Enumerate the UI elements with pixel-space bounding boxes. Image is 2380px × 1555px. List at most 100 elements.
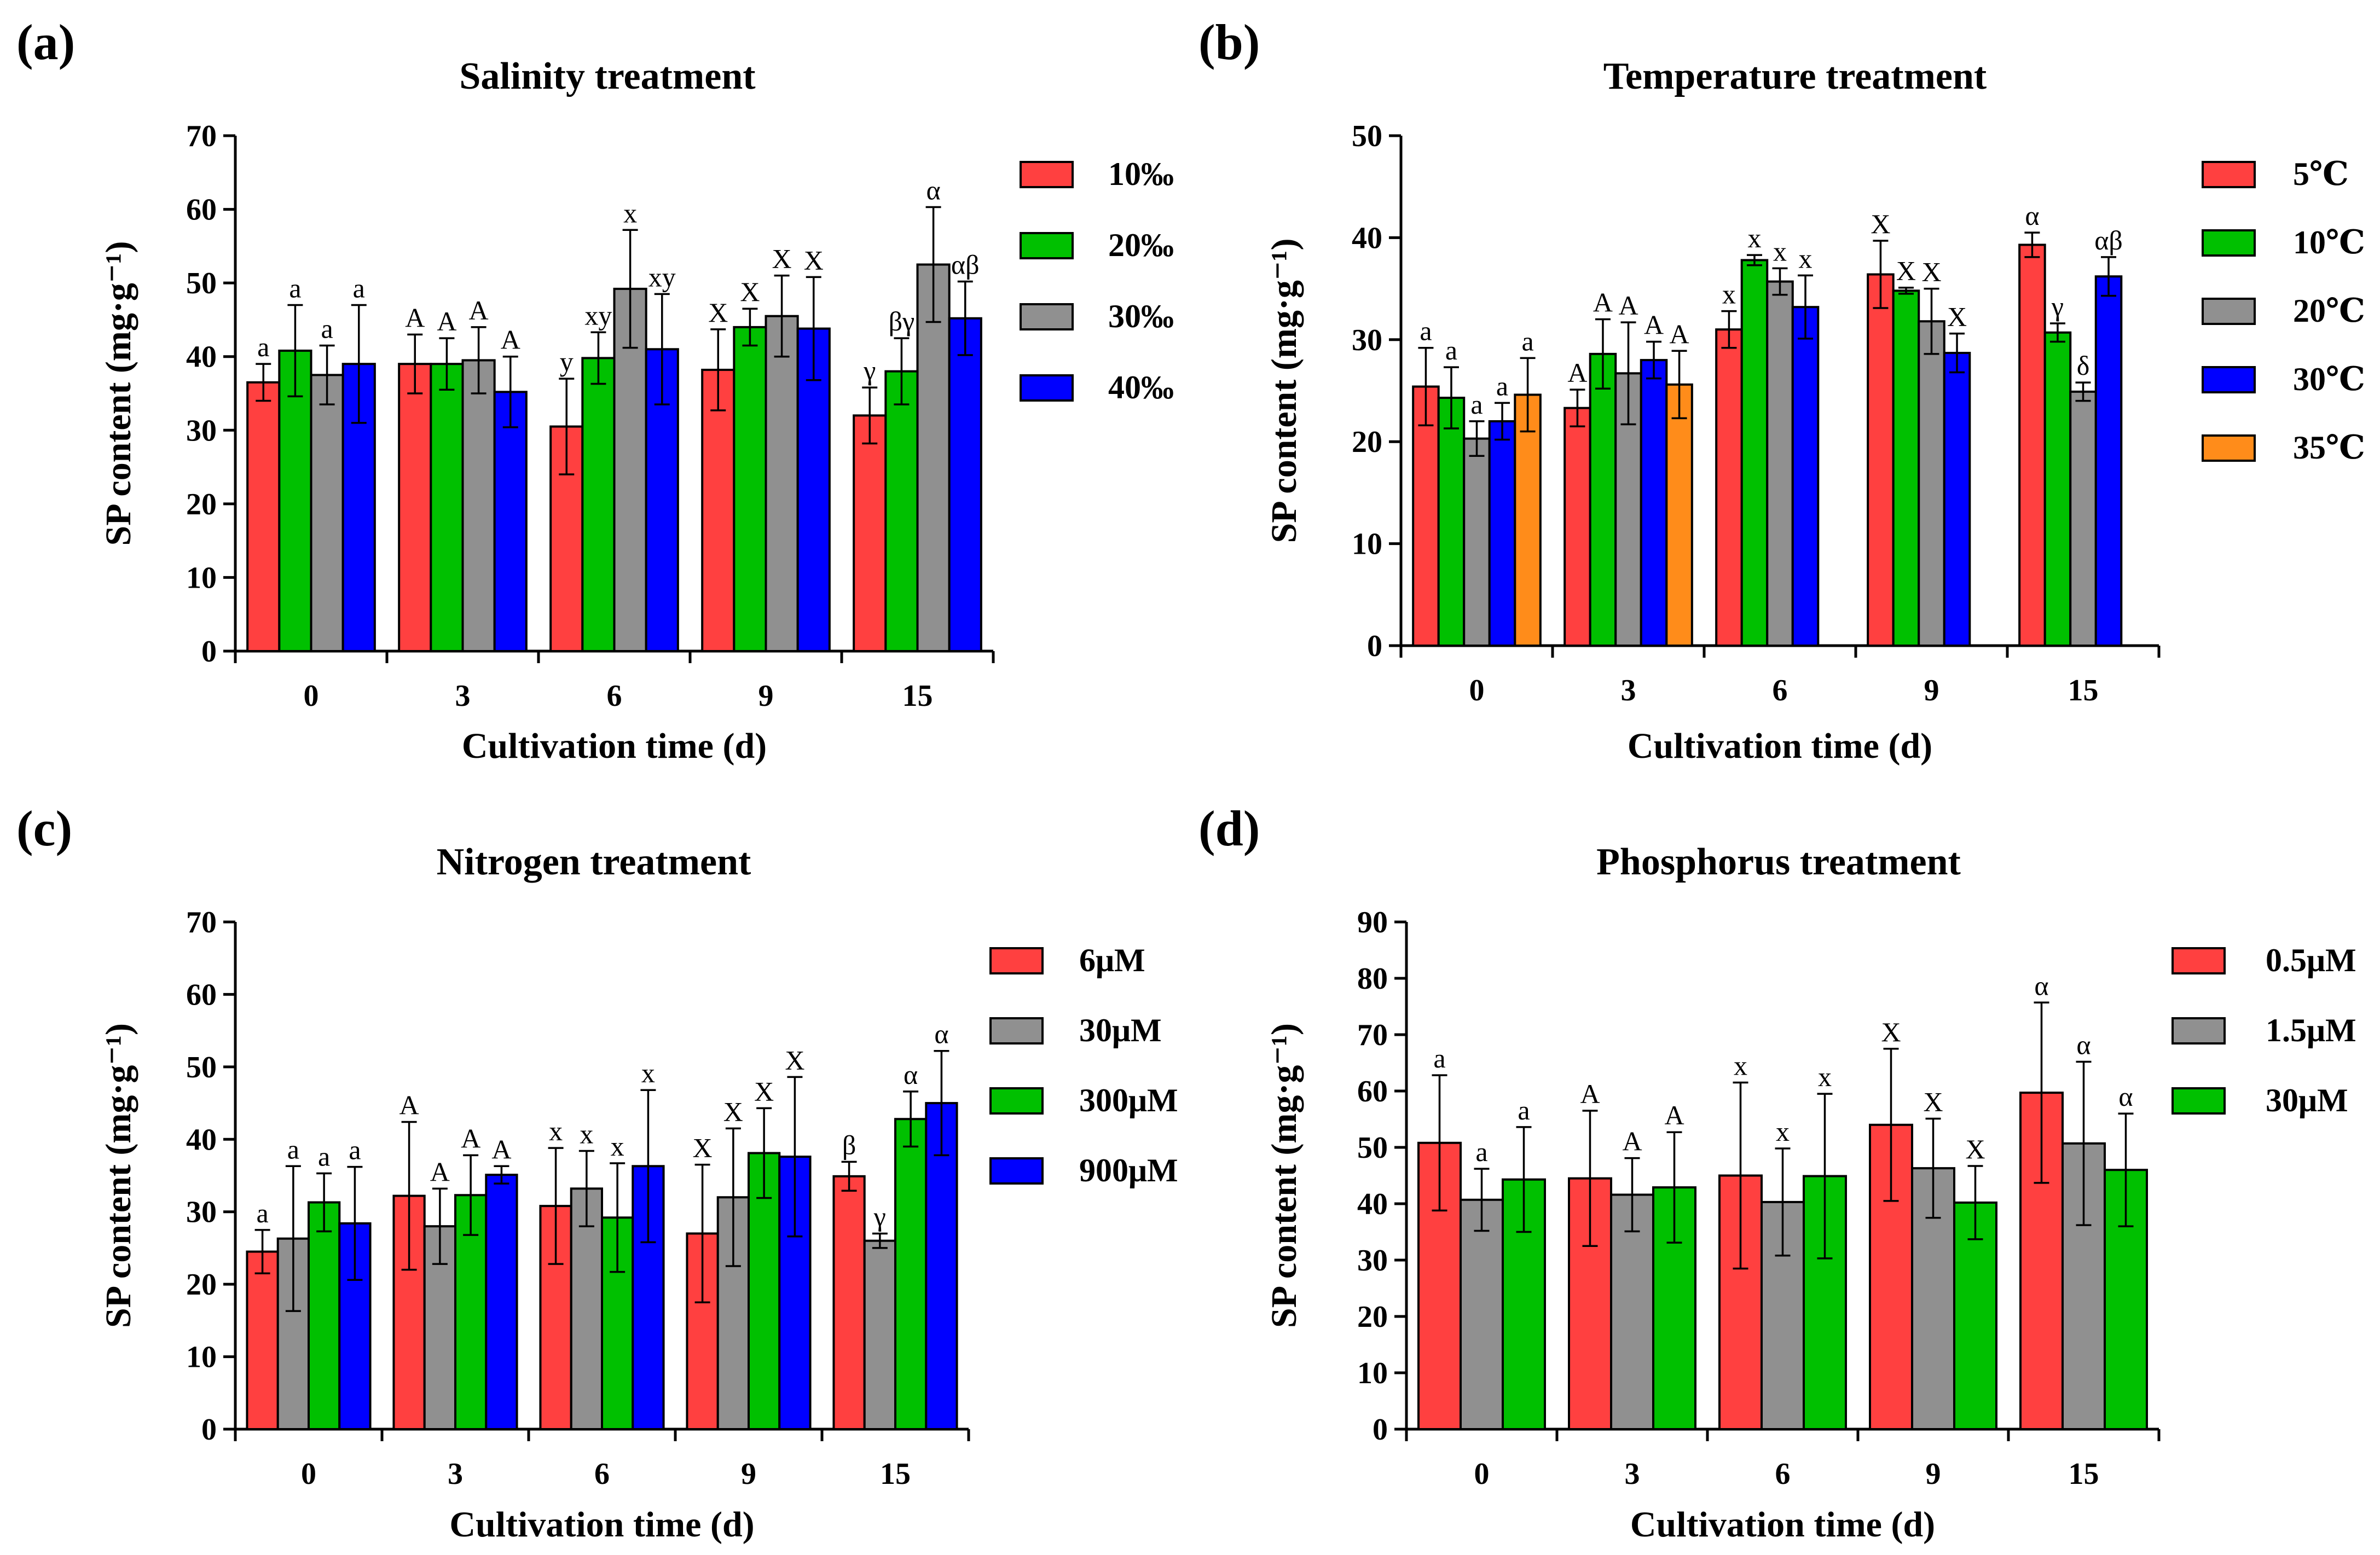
significance-label: A [1670, 318, 1689, 349]
bar [398, 363, 432, 652]
significance-label: β [842, 1129, 856, 1160]
x-tick-label: 0 [1469, 674, 1485, 707]
legend-swatch [1020, 232, 1074, 259]
x-axis-title: Cultivation time (d) [1628, 726, 1932, 766]
significance-label: xy [584, 300, 612, 330]
x-axis-title: Cultivation time (d) [1630, 1505, 1935, 1545]
legend-label: 30μM [2266, 1082, 2348, 1118]
significance-label: α [2118, 1081, 2133, 1112]
significance-label: βγ [889, 306, 915, 336]
y-tick-label: 70 [186, 906, 217, 939]
legend-label: 20℃ [2293, 293, 2365, 329]
significance-label: X [1947, 301, 1967, 332]
significance-label: a [1518, 1095, 1530, 1125]
bar [1740, 259, 1769, 647]
y-axis-title: SP content (mg·g⁻¹) [99, 241, 138, 546]
significance-label: x [1818, 1061, 1832, 1092]
legend-swatch [2202, 298, 2256, 325]
significance-label: X [1871, 208, 1890, 239]
significance-label: γ [873, 1201, 886, 1232]
y-tick-label: 40 [186, 1123, 217, 1157]
legend-swatch [2171, 1017, 2226, 1045]
bar [1563, 407, 1591, 647]
bar [701, 368, 736, 652]
significance-label: A [430, 1156, 450, 1187]
x-tick-label: 15 [902, 679, 933, 713]
significance-label: X [785, 1045, 804, 1075]
y-tick-label: 20 [1352, 425, 1382, 459]
legend-label: 10‰ [1108, 156, 1174, 192]
significance-label: α [926, 175, 940, 206]
significance-label: xy [648, 262, 676, 292]
bar [1791, 306, 1820, 647]
significance-label: A [1622, 1126, 1642, 1157]
bar [581, 357, 616, 652]
significance-label: γ [2051, 291, 2064, 322]
x-tick-label: 3 [455, 679, 471, 713]
x-tick-label: 6 [1773, 674, 1788, 707]
y-tick-label: 50 [1357, 1131, 1388, 1165]
y-tick-label: 60 [186, 978, 217, 1012]
significance-label: X [1923, 1086, 1943, 1117]
panel-label: (b) [1198, 14, 1260, 70]
chart-title: Phosphorus treatment [1596, 841, 1961, 883]
significance-label: A [501, 324, 520, 355]
bar [246, 1250, 279, 1431]
significance-label: a [289, 273, 301, 304]
significance-label: A [461, 1123, 480, 1153]
significance-label: γ [863, 355, 876, 386]
significance-label: α [2034, 970, 2048, 1001]
bar [1953, 1201, 1997, 1430]
bar [2094, 275, 2123, 647]
significance-label: x [1747, 223, 1761, 253]
y-tick-label: 10 [186, 561, 217, 595]
significance-label: A [405, 302, 425, 333]
bar [1437, 397, 1466, 647]
bar [246, 381, 281, 652]
bar [310, 374, 344, 652]
y-tick-label: 30 [1357, 1244, 1388, 1278]
legend-swatch [2202, 366, 2256, 393]
significance-label: A [1664, 1100, 1684, 1130]
chart-title: Temperature treatment [1603, 55, 1987, 97]
significance-label: X [693, 1133, 713, 1163]
legend-label: 20‰ [1108, 227, 1174, 263]
significance-label: αβ [951, 249, 980, 280]
y-tick-label: 30 [186, 1196, 217, 1229]
x-tick-label: 3 [1625, 1457, 1640, 1491]
bar [733, 326, 767, 652]
legend-swatch [2171, 947, 2226, 974]
legend-label: 35℃ [2293, 430, 2365, 466]
significance-label: A [1618, 290, 1638, 321]
significance-label: α [934, 1019, 948, 1049]
bar [1943, 352, 1971, 647]
bar [570, 1187, 603, 1431]
y-axis-title: SP content (mg·g⁻¹) [99, 1023, 138, 1328]
legend-label: 10℃ [2293, 224, 2365, 260]
significance-label: X [754, 1076, 774, 1106]
legend-swatch [989, 1017, 1044, 1045]
bar [2069, 390, 2097, 647]
significance-label: α [904, 1059, 918, 1090]
bar [1463, 437, 1491, 647]
significance-label: A [1580, 1078, 1600, 1109]
x-tick-label: 3 [1621, 674, 1636, 707]
significance-label: x [1734, 1051, 1747, 1081]
bar [1867, 273, 1895, 647]
bar [485, 1174, 518, 1431]
significance-label: a [1445, 335, 1457, 365]
chart-title: Salinity treatment [459, 55, 755, 97]
legend-swatch [2202, 434, 2256, 462]
significance-label: A [437, 306, 456, 336]
chart-panel-1: (a) Salinity treatment 0 10 20 30 40 50 60 70 0 3 6 9… [16, 14, 1174, 766]
y-tick-label: 50 [186, 1051, 217, 1084]
legend-swatch [989, 1157, 1044, 1185]
bar [2043, 331, 2072, 647]
significance-label: A [469, 295, 489, 326]
legend-label: 30μM [1079, 1012, 1162, 1048]
y-tick-label: 30 [1352, 323, 1382, 357]
bar [430, 363, 464, 652]
panel-label: (c) [16, 800, 72, 856]
bar [765, 315, 799, 652]
y-tick-label: 10 [1357, 1356, 1388, 1390]
